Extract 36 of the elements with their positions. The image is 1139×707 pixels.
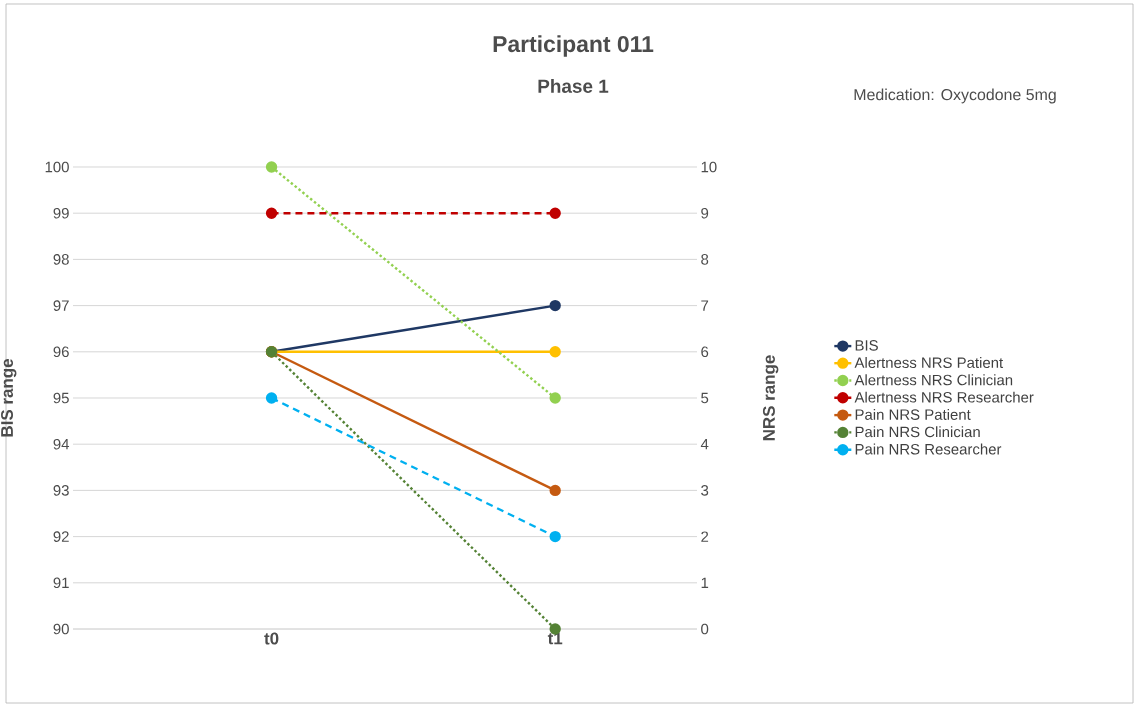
y2-tick-label: 10	[701, 161, 717, 173]
y2-tick-label: 7	[701, 300, 709, 311]
text: Medication: Oxycodone 5mg	[854, 88, 1056, 104]
legend-label: Alertness NRS Clinician	[854, 374, 1013, 386]
legend-label: Pain NRS Clinician	[855, 426, 980, 438]
y2-tick-label: 2	[701, 531, 709, 542]
chart-title: Participant 011	[493, 35, 654, 57]
legend-label: Pain NRS Patient	[855, 408, 971, 420]
y2-axis-title: NRS range	[762, 355, 779, 441]
y-axis-title: BIS range	[1, 359, 17, 437]
y2-tick-label: 5	[701, 392, 709, 404]
y-tick-label: 96	[53, 346, 69, 358]
y2-tick-label: 3	[701, 485, 709, 496]
legend-label: Alertness NRS Researcher	[854, 391, 1034, 403]
y-tick-label: 99	[53, 207, 69, 219]
y2-tick-label: 6	[701, 346, 709, 358]
y-tick-label: 90	[53, 623, 69, 635]
legend-label: Alertness NRS Patient	[854, 357, 1004, 368]
y-tick-label: 98	[53, 254, 69, 265]
y-tick-label: 97	[53, 300, 69, 311]
legend-label: BIS	[855, 340, 878, 351]
y2-tick-label: 9	[701, 207, 709, 219]
legend-label: Pain NRS Researcher	[855, 443, 1002, 455]
x-tick-label: t0	[264, 632, 279, 645]
y2-tick-label: 4	[700, 439, 709, 450]
y-tick-label: 95	[53, 392, 69, 404]
y2-tick-label: 1	[701, 577, 709, 588]
chart-subtitle: Phase 1	[538, 79, 609, 93]
y2-tick-label: 0	[701, 623, 709, 635]
y-tick-label: 92	[53, 531, 69, 542]
y-tick-label: 94	[53, 438, 70, 450]
y-tick-label: 93	[53, 485, 69, 496]
x-tick-label: t1	[547, 632, 563, 645]
y-tick-label: 100	[45, 161, 69, 173]
y-tick-label: 91	[53, 577, 69, 589]
y2-tick-label: 8	[701, 254, 709, 265]
